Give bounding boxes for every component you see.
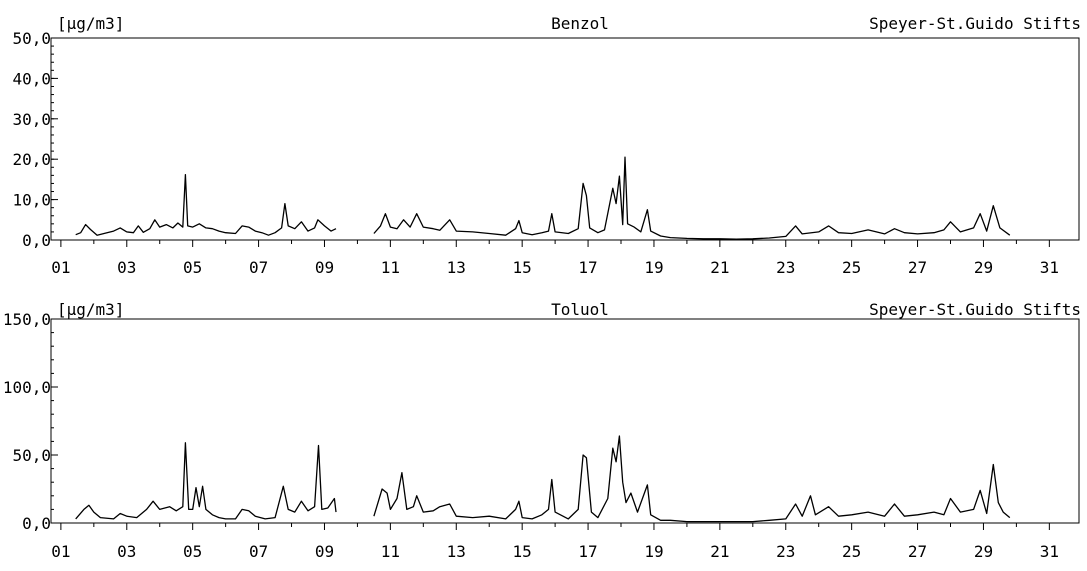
x-tick-label: 13 (447, 258, 466, 277)
y-tick-label: 50,0 (12, 29, 51, 48)
y-tick-label: 150,0 (3, 310, 51, 329)
series-line-toluol (75, 442, 337, 520)
station-label: Speyer-St.Guido Stifts (869, 300, 1081, 319)
unit-label: [µg/m3] (57, 300, 124, 319)
x-tick-label: 27 (908, 258, 927, 277)
unit-label: [µg/m3] (57, 14, 124, 33)
x-tick-label: 31 (1040, 542, 1059, 561)
x-tick-label: 23 (776, 542, 795, 561)
y-tick-label: 20,0 (12, 150, 51, 169)
x-tick-label: 19 (644, 542, 663, 561)
series-line-toluol (373, 435, 1011, 523)
plot-frame (50, 37, 1080, 241)
x-tick-label: 17 (578, 258, 597, 277)
series-line-benzol (75, 173, 337, 236)
chart-panel-benzol: [µg/m3] Benzol Speyer-St.Guido Stifts 0,0 10… (12, 14, 1081, 277)
x-tick-label: 27 (908, 542, 927, 561)
y-tick-label: 0,0 (22, 231, 51, 250)
x-tick-label: 15 (513, 258, 532, 277)
y-tick-label: 30,0 (12, 110, 51, 129)
x-tick-label: 11 (381, 258, 400, 277)
chart-title: Toluol (551, 300, 609, 319)
x-tick-label: 25 (842, 258, 861, 277)
x-tick-label: 31 (1040, 258, 1059, 277)
x-tick-label: 23 (776, 258, 795, 277)
station-label: Speyer-St.Guido Stifts (869, 14, 1081, 33)
x-tick-label: 01 (51, 542, 70, 561)
x-tick-label: 19 (644, 258, 663, 277)
x-tick-label: 07 (249, 258, 268, 277)
plot-frame (50, 318, 1080, 524)
y-tick-label: 0,0 (22, 514, 51, 533)
series-line-benzol (373, 156, 1011, 240)
y-tick-label: 100,0 (3, 378, 51, 397)
x-tick-label: 17 (578, 542, 597, 561)
x-tick-label: 21 (710, 542, 729, 561)
x-tick-label: 13 (447, 542, 466, 561)
x-tick-label: 07 (249, 542, 268, 561)
x-tick-label: 21 (710, 258, 729, 277)
chart-panel-toluol: [µg/m3] Toluol Speyer-St.Guido Stifts 0,0 50… (3, 300, 1081, 561)
x-tick-label: 09 (315, 258, 334, 277)
x-tick-label: 01 (51, 258, 70, 277)
x-tick-label: 25 (842, 542, 861, 561)
y-tick-label: 10,0 (12, 191, 51, 210)
x-tick-label: 03 (117, 258, 136, 277)
y-tick-label: 40,0 (12, 69, 51, 88)
x-tick-label: 15 (513, 542, 532, 561)
x-tick-label: 29 (974, 258, 993, 277)
x-tick-label: 29 (974, 542, 993, 561)
x-tick-label: 05 (183, 258, 202, 277)
x-tick-label: 03 (117, 542, 136, 561)
chart-title: Benzol (551, 14, 609, 33)
x-tick-label: 09 (315, 542, 334, 561)
y-tick-label: 50,0 (12, 446, 51, 465)
x-tick-label: 05 (183, 542, 202, 561)
x-tick-label: 11 (381, 542, 400, 561)
